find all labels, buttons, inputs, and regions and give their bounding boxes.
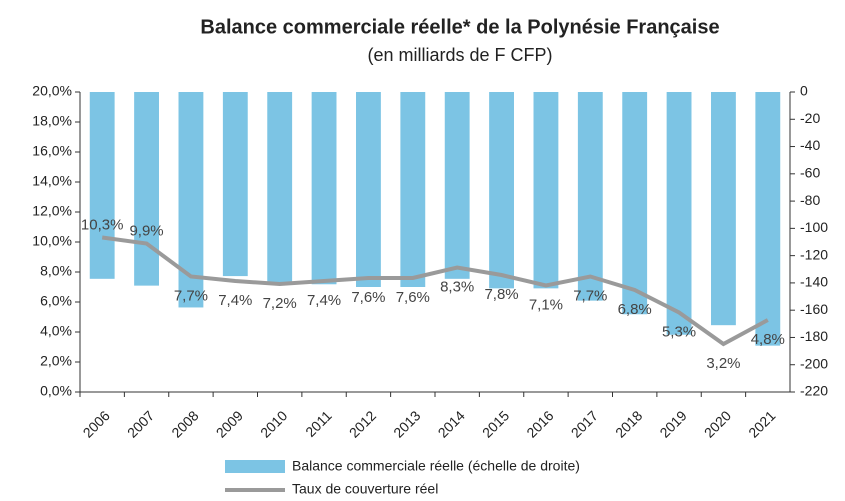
y-tick-label: 18,0%: [32, 113, 72, 129]
bar: [577, 92, 603, 301]
data-label: 6,8%: [618, 301, 652, 318]
x-tick-label: 2018: [612, 407, 645, 440]
y2-tick-label: -200: [800, 355, 828, 371]
y2-tick-label: -220: [800, 383, 828, 399]
data-label: 7,8%: [484, 286, 518, 303]
x-tick-label: 2014: [435, 407, 468, 440]
bar: [400, 92, 426, 287]
x-tick-label: 2017: [568, 407, 601, 440]
y-tick-label: 8,0%: [40, 263, 72, 279]
x-tick-label: 2008: [168, 407, 201, 440]
line: [101, 235, 769, 347]
data-label: 3,2%: [706, 355, 740, 372]
x-tick-label: 2016: [523, 407, 556, 440]
bar: [356, 92, 381, 287]
y2-tick-label: -160: [800, 301, 828, 317]
y-tick-label: 0,0%: [40, 383, 72, 399]
y-tick-label: 12,0%: [32, 203, 72, 219]
data-label: 7,4%: [307, 292, 341, 309]
y2-tick-label: -100: [800, 219, 828, 235]
bar: [489, 92, 514, 289]
x-tick-label: 2015: [479, 407, 512, 440]
y2-tick-label: -40: [800, 137, 820, 153]
bar: [89, 92, 115, 279]
x-tick-label: 2012: [346, 407, 379, 440]
y-tick-label: 20,0%: [32, 83, 72, 99]
x-tick-label: 2021: [745, 407, 778, 440]
y-tick-label: 10,0%: [32, 233, 72, 249]
y2-tick-label: -140: [800, 274, 828, 290]
data-label: 5,3%: [662, 323, 696, 340]
y-tick-label: 14,0%: [32, 173, 72, 189]
x-tick-label: 2006: [80, 407, 113, 440]
bar: [711, 92, 736, 326]
x-tick-label: 2007: [124, 407, 157, 440]
data-label: 7,6%: [351, 289, 385, 306]
bar: [267, 92, 293, 283]
bar: [134, 92, 159, 286]
y2-tick-label: -180: [800, 328, 828, 344]
bar: [666, 92, 692, 335]
data-label: 7,7%: [174, 287, 208, 304]
bar: [622, 92, 648, 315]
x-tick-label: 2019: [656, 407, 689, 440]
x-tick-label: 2013: [390, 407, 423, 440]
chart-title: Balance commerciale réelle* de la Polyné…: [200, 16, 719, 38]
data-label: 7,4%: [218, 292, 252, 309]
legend-swatch: [225, 460, 285, 473]
data-label: 7,1%: [529, 296, 563, 313]
y2-tick-label: -60: [800, 165, 820, 181]
x-tick-label: 2020: [701, 407, 734, 440]
y-tick-label: 4,0%: [40, 323, 72, 339]
data-label: 9,9%: [129, 222, 163, 239]
y2-tick-label: -80: [800, 192, 820, 208]
y2-tick-label: -20: [800, 110, 820, 126]
y2-tick-label: -120: [800, 246, 828, 262]
bar: [533, 92, 559, 289]
y-tick-label: 2,0%: [40, 353, 72, 369]
chart-subtitle: (en milliards de F CFP): [367, 45, 552, 65]
bar: [444, 92, 470, 279]
bar: [755, 92, 781, 346]
bar: [222, 92, 248, 277]
x-tick-label: 2009: [213, 407, 246, 440]
data-label: 4,8%: [751, 331, 785, 348]
x-tick-label: 2011: [302, 407, 335, 440]
data-label: 7,7%: [573, 287, 607, 304]
y-tick-label: 6,0%: [40, 293, 72, 309]
y2-tick-label: 0: [800, 83, 808, 99]
legend-label: Taux de couverture réel: [292, 481, 438, 497]
legend-label: Balance commerciale réelle (échelle de d…: [292, 458, 580, 474]
y-tick-label: 16,0%: [32, 143, 72, 159]
data-label: 7,2%: [263, 295, 297, 312]
x-tick-label: 2010: [257, 407, 290, 440]
data-label: 10,3%: [81, 216, 124, 233]
data-label: 8,3%: [440, 278, 474, 295]
bar: [311, 92, 337, 285]
data-label: 7,6%: [396, 289, 430, 306]
